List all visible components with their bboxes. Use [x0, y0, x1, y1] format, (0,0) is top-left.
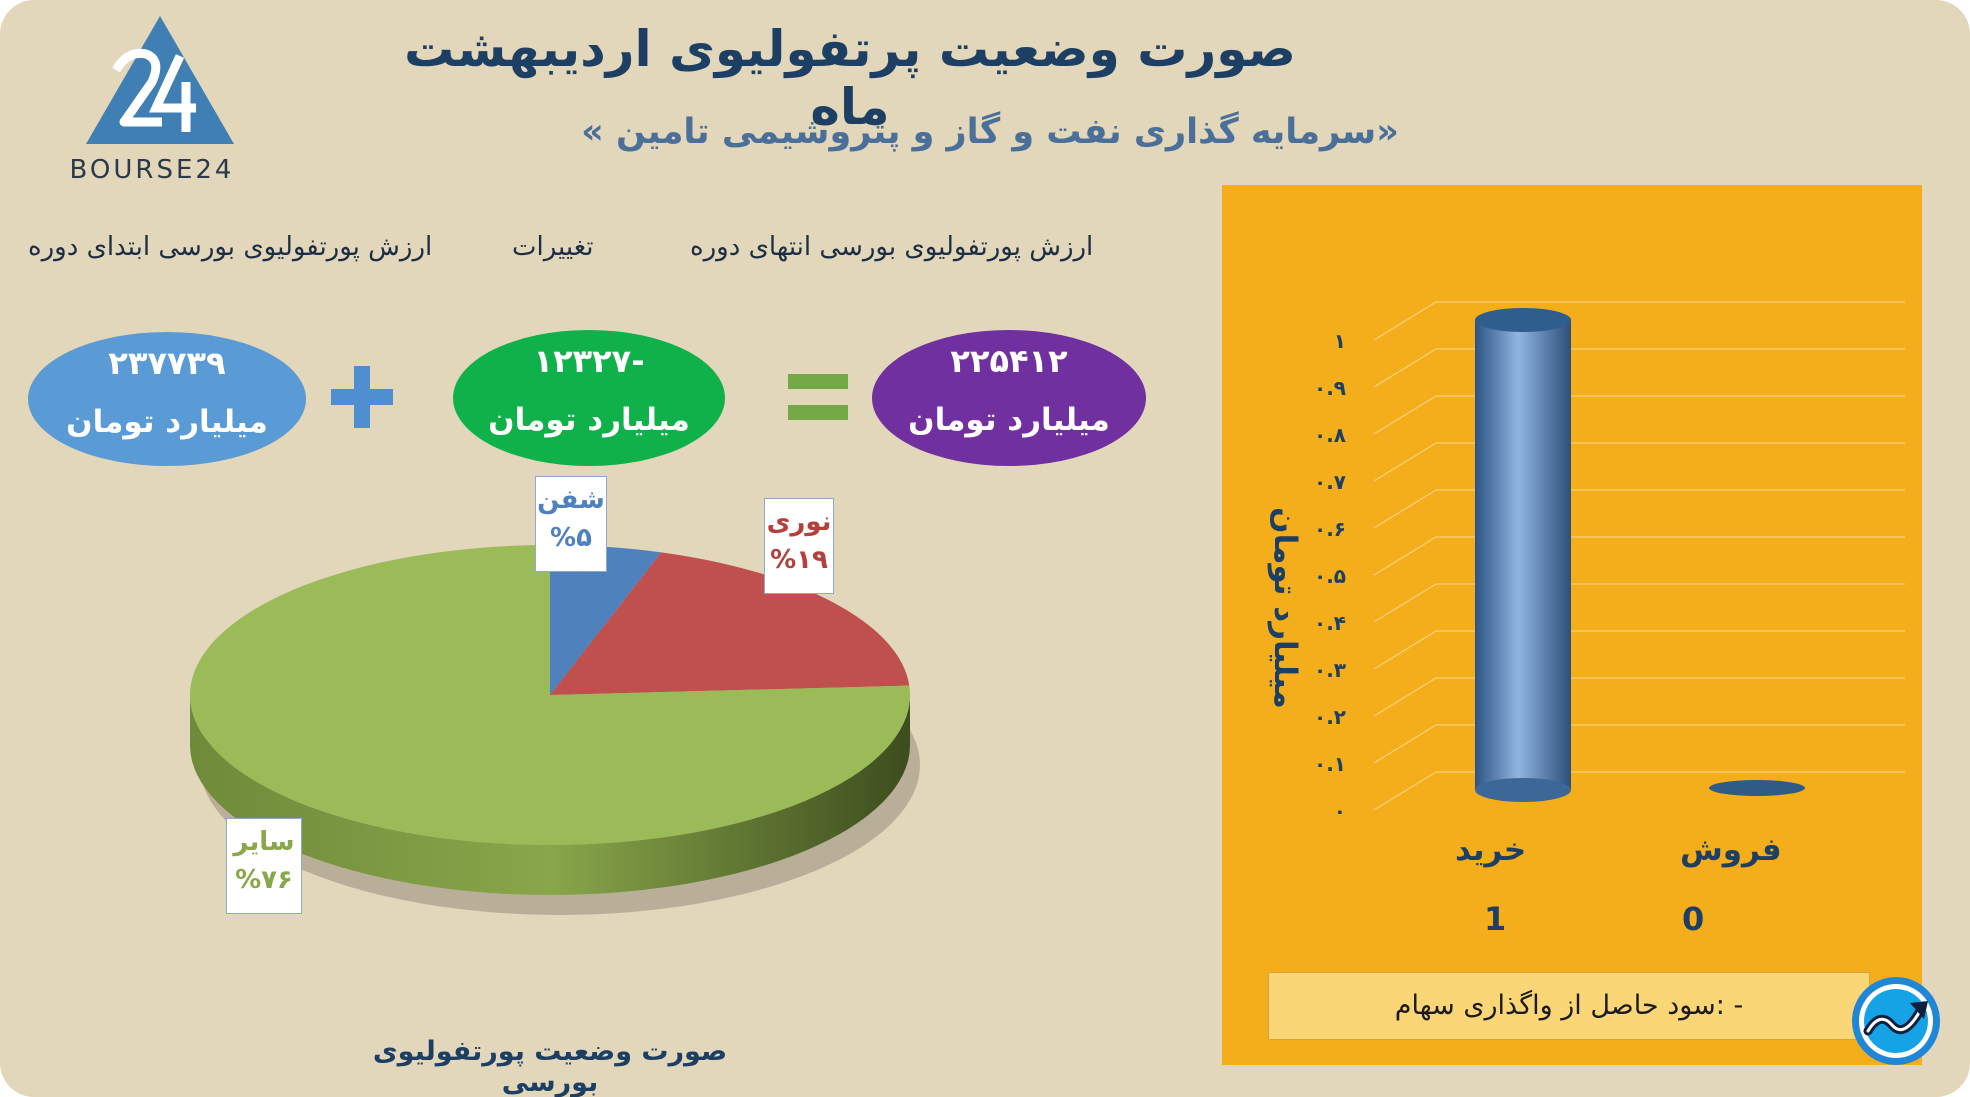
start-value-ellipse: ۲۳۷۷۳۹ میلیارد تومان	[28, 332, 306, 466]
sell-count: 0	[1682, 900, 1705, 938]
pie-slice-1	[550, 545, 662, 695]
category-label-buy: خرید	[1455, 832, 1527, 868]
pie-label-shafan-name: شفن	[537, 485, 605, 515]
end-value: ۲۲۵۴۱۲	[950, 342, 1068, 380]
buy-count: 1	[1484, 900, 1507, 938]
page-subtitle: «سرمایه گذاری نفت و گاز و پتروشیمی تامین…	[581, 112, 1399, 152]
change-value: -۱۲۳۲۷	[533, 342, 645, 380]
logo-text: BOURSE24	[70, 155, 235, 185]
pie-label-noori: نوری %۱۹	[764, 498, 834, 594]
pie-label-sayer-name: سایر	[233, 827, 295, 857]
end-value-ellipse: ۲۲۵۴۱۲ میلیارد تومان	[872, 330, 1146, 466]
pie-label-sayer-pct: %۷۶	[235, 865, 293, 895]
pie-slice-3	[189, 545, 910, 845]
change-label: تغییرات	[512, 232, 594, 262]
equals-icon-bar	[788, 405, 848, 420]
change-value-unit: میلیارد تومان	[488, 402, 690, 438]
profit-from-sales-box: - :سود حاصل از واگذاری سهام	[1268, 972, 1870, 1040]
start-value: ۲۳۷۷۳۹	[108, 344, 226, 382]
page-title: صورت وضعیت پرتفولیوی اردیبهشت ماه	[404, 20, 1296, 136]
equals-icon	[788, 374, 848, 389]
start-value-label: ارزش پورتفولیوی بورسی ابتدای دوره	[28, 232, 433, 262]
end-value-unit: میلیارد تومان	[908, 402, 1110, 438]
end-value-label: ارزش پورتفولیوی بورسی انتهای دوره	[690, 232, 1094, 262]
pie-side	[190, 695, 910, 895]
bar-chart-ylabel: میلیارد تومان	[1267, 507, 1303, 709]
pie-caption: صورت وضعیت پورتفولیوی بورسی	[372, 1036, 728, 1097]
pie-slice-2	[550, 552, 910, 695]
pie-label-noori-pct: %۱۹	[770, 545, 828, 575]
start-value-unit: میلیارد تومان	[66, 404, 268, 440]
portfolio-pie-chart	[189, 545, 920, 915]
change-value-ellipse: -۱۲۳۲۷ میلیارد تومان	[453, 330, 725, 466]
pie-label-noori-name: نوری	[766, 507, 832, 537]
bourse24-logo-icon: BOURSE24	[70, 16, 235, 185]
category-label-sell: فروش	[1680, 832, 1782, 868]
trades-panel	[1222, 185, 1922, 1065]
plus-icon-bar	[331, 389, 393, 405]
pie-label-sayer: سایر %۷۶	[226, 818, 302, 914]
pie-label-shafan-pct: %۵	[550, 523, 592, 553]
trend-up-badge-icon	[1852, 977, 1940, 1065]
pie-label-shafan: شفن %۵	[535, 476, 607, 572]
